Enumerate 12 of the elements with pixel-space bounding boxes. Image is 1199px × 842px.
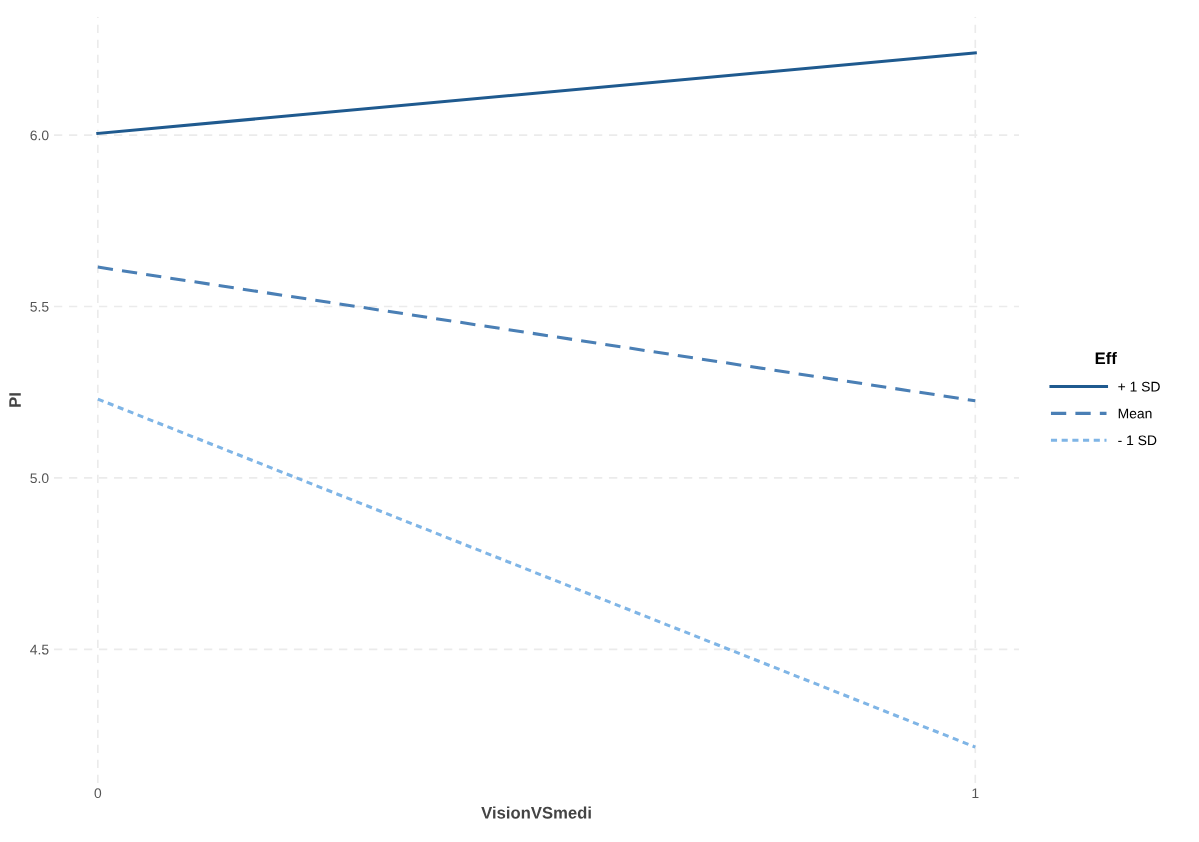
y-tick-label: 4.5 xyxy=(30,644,49,655)
legend-label: Mean xyxy=(1118,408,1152,419)
y-tick-label: 5.5 xyxy=(30,302,49,312)
x-tick-label: 1 xyxy=(972,788,979,798)
x-axis-title: VisionVSmedi xyxy=(481,806,591,819)
legend-label: - 1 SD xyxy=(1118,435,1157,446)
legend-title: Eff xyxy=(1095,351,1117,365)
x-tick-label: 0 xyxy=(94,788,102,799)
y-axis-title: PI xyxy=(9,393,21,407)
y-tick-label: 6.0 xyxy=(30,130,49,141)
legend-label: + 1 SD xyxy=(1118,381,1160,392)
y-tick-label: 5.0 xyxy=(30,473,49,484)
